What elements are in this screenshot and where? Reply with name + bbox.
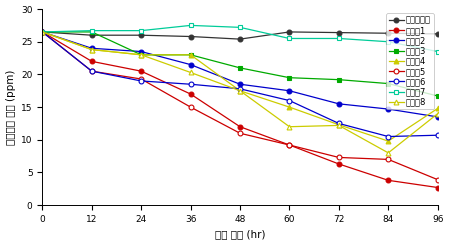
처리군3	[138, 53, 144, 56]
처리군1	[336, 162, 342, 165]
처리군5	[188, 106, 193, 109]
처리군4	[238, 89, 243, 92]
처리군8	[138, 53, 144, 56]
처리군5	[40, 30, 45, 33]
Line: 음성대조군: 음성대조군	[40, 29, 440, 42]
처리군1	[138, 70, 144, 73]
처리군7	[435, 50, 440, 53]
음성대조군	[138, 34, 144, 37]
처리군2	[89, 47, 94, 50]
처리군6	[89, 70, 94, 73]
음성대조군	[287, 30, 292, 33]
처리군7	[89, 29, 94, 32]
처리군2	[287, 89, 292, 92]
처리군3	[188, 53, 193, 56]
처리군4	[336, 123, 342, 126]
처리군5	[336, 156, 342, 159]
처리군7	[386, 40, 391, 43]
처리군3	[238, 66, 243, 69]
처리군1	[238, 125, 243, 128]
처리군3	[287, 76, 292, 79]
처리군8	[287, 125, 292, 128]
처리군5	[287, 144, 292, 147]
음성대조군	[238, 38, 243, 41]
처리군2	[238, 83, 243, 86]
처리군4	[188, 53, 193, 56]
처리군1	[40, 30, 45, 33]
처리군8	[336, 124, 342, 127]
Legend: 음성대조군, 처리군1, 처리군2, 처리군3, 처리군4, 처리군5, 처리군6, 처리군7, 처리군8: 음성대조군, 처리군1, 처리군2, 처리군3, 처리군4, 처리군5, 처리군…	[386, 13, 434, 109]
처리군3	[40, 30, 45, 33]
처리군8	[238, 89, 243, 92]
Line: 처리군7: 처리군7	[40, 23, 440, 54]
음성대조군	[386, 32, 391, 35]
처리군3	[386, 82, 391, 85]
처리군4	[386, 140, 391, 143]
처리군1	[89, 60, 94, 63]
처리군6	[188, 83, 193, 86]
처리군3	[89, 30, 94, 33]
처리군4	[287, 106, 292, 109]
처리군6	[336, 122, 342, 125]
음성대조군	[336, 31, 342, 34]
처리군1	[287, 144, 292, 147]
음성대조군	[40, 30, 45, 33]
Line: 처리군2: 처리군2	[40, 29, 440, 119]
처리군8	[435, 112, 440, 115]
처리군6	[435, 134, 440, 137]
처리군1	[435, 186, 440, 189]
처리군5	[138, 77, 144, 80]
처리군7	[138, 29, 144, 32]
처리군7	[188, 24, 193, 27]
Line: 처리군6: 처리군6	[40, 29, 440, 139]
처리군4	[138, 53, 144, 56]
Y-axis label: 암모니아 농도 (ppm): 암모니아 농도 (ppm)	[5, 69, 16, 145]
음성대조군	[188, 35, 193, 38]
처리군2	[386, 108, 391, 110]
Line: 처리군5: 처리군5	[40, 29, 440, 182]
처리군3	[435, 95, 440, 98]
처리군7	[287, 37, 292, 40]
처리군2	[336, 102, 342, 105]
처리군6	[138, 79, 144, 82]
처리군7	[336, 37, 342, 40]
처리군8	[40, 30, 45, 33]
처리군4	[89, 48, 94, 51]
처리군5	[435, 178, 440, 181]
처리군1	[386, 179, 391, 182]
처리군2	[435, 115, 440, 118]
X-axis label: 처리 기간 (hr): 처리 기간 (hr)	[215, 230, 265, 239]
처리군6	[386, 135, 391, 138]
처리군3	[336, 78, 342, 81]
처리군6	[287, 99, 292, 102]
Line: 처리군3: 처리군3	[40, 29, 440, 98]
처리군7	[40, 30, 45, 33]
Line: 처리군8: 처리군8	[40, 29, 440, 155]
음성대조군	[89, 34, 94, 37]
처리군2	[188, 63, 193, 66]
처리군2	[138, 50, 144, 53]
처리군8	[188, 71, 193, 74]
처리군5	[89, 70, 94, 73]
처리군4	[435, 107, 440, 110]
처리군2	[40, 30, 45, 33]
처리군5	[238, 132, 243, 135]
음성대조군	[435, 32, 440, 35]
Line: 처리군1: 처리군1	[40, 29, 440, 190]
처리군6	[238, 87, 243, 90]
Line: 처리군4: 처리군4	[40, 29, 440, 144]
처리군4	[40, 30, 45, 33]
처리군5	[386, 158, 391, 161]
처리군8	[386, 151, 391, 154]
처리군7	[238, 26, 243, 29]
처리군6	[40, 30, 45, 33]
처리군8	[89, 48, 94, 51]
처리군1	[188, 93, 193, 96]
